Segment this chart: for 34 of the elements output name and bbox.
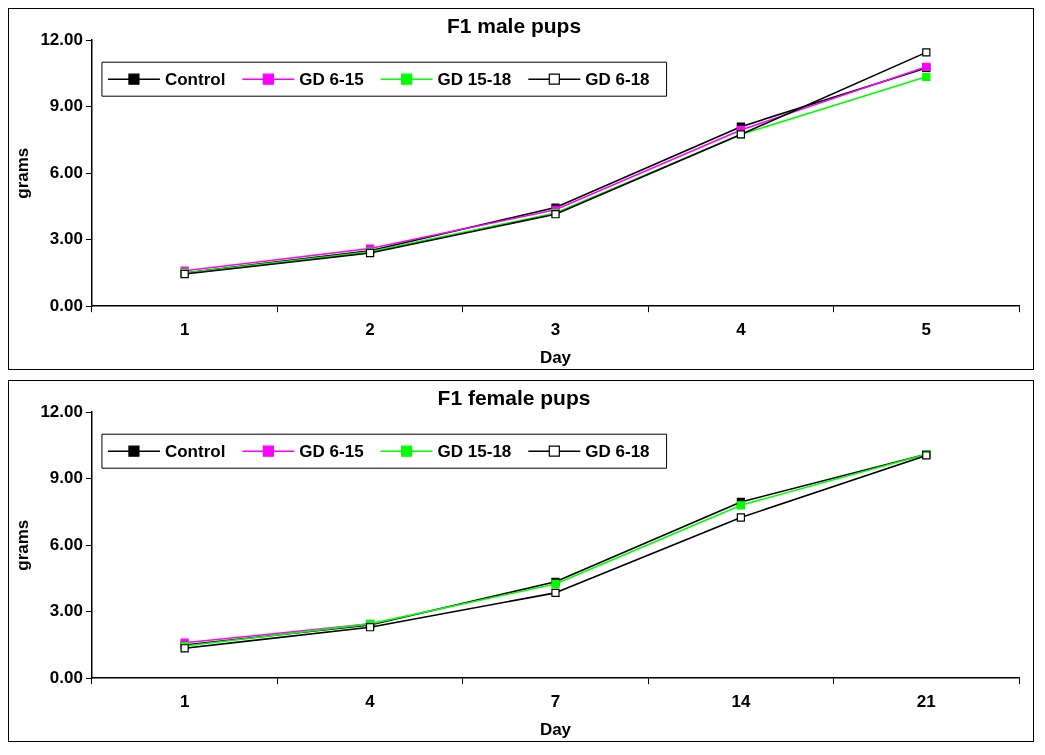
y-axis-title: grams — [12, 147, 32, 199]
x-tick-label: 14 — [731, 692, 751, 712]
x-tick-label: 2 — [365, 320, 375, 340]
legend-label: GD 15-18 — [437, 441, 512, 461]
legend-label: GD 6-15 — [299, 441, 364, 461]
y-tick-label: 0.00 — [49, 667, 83, 687]
y-tick-label: 6.00 — [49, 162, 83, 182]
y-tick-label: 9.00 — [49, 96, 83, 116]
y-tick-label: 12.00 — [40, 29, 83, 49]
x-tick-label: 1 — [179, 320, 190, 340]
chart-title: F1 male pups — [446, 14, 582, 38]
chart-title: F1 female pups — [437, 386, 591, 410]
x-tick-label: 4 — [365, 692, 376, 712]
legend-label: GD 6-18 — [585, 69, 650, 89]
x-tick-label: 3 — [550, 320, 561, 340]
x-tick-label: 21 — [916, 692, 936, 712]
x-axis-title: Day — [539, 720, 572, 740]
x-axis-title: Day — [539, 348, 572, 368]
x-tick-label: 4 — [736, 320, 747, 340]
y-tick-label: 3.00 — [49, 229, 83, 249]
y-tick-label: 6.00 — [49, 534, 83, 554]
legend-label: GD 6-18 — [585, 441, 650, 461]
y-tick-label: 3.00 — [49, 601, 83, 621]
x-tick-label: 5 — [921, 320, 932, 340]
legend-label: GD 6-15 — [299, 69, 364, 89]
legend-label: Control — [164, 441, 226, 461]
legend-label: GD 15-18 — [437, 69, 512, 89]
y-tick-label: 9.00 — [49, 468, 83, 488]
y-axis-title: grams — [12, 519, 32, 571]
legend-label: Control — [164, 69, 226, 89]
x-tick-label: 1 — [179, 692, 190, 712]
y-tick-label: 0.00 — [49, 295, 83, 315]
y-tick-label: 12.00 — [40, 401, 83, 421]
x-tick-label: 7 — [550, 692, 561, 712]
